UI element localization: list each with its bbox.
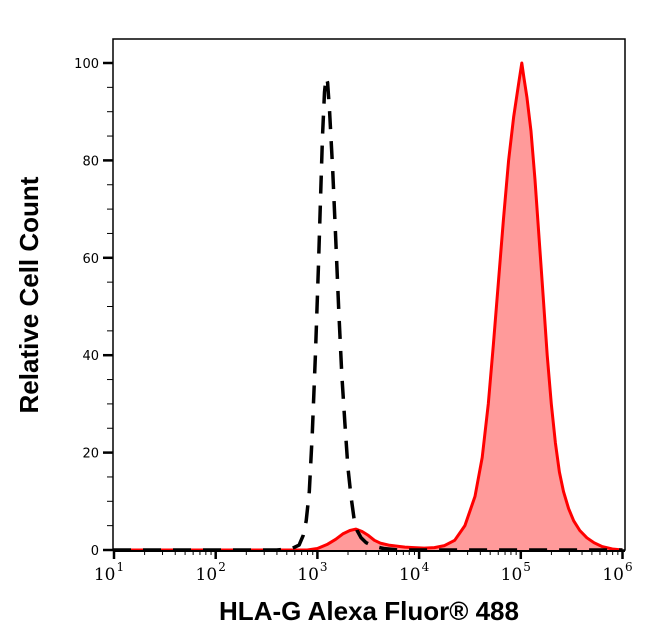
y-tick-label: 20 xyxy=(82,447,99,462)
y-tick-label: 80 xyxy=(82,154,99,169)
y-axis-title: Relative Cell Count xyxy=(14,176,44,413)
x-axis-title: HLA-G Alexa Fluor® 488 xyxy=(219,596,519,626)
series-layer xyxy=(113,61,623,552)
y-tick-label: 40 xyxy=(82,349,99,364)
y-tick-label: 0 xyxy=(91,544,99,559)
x-tick-label: 106 xyxy=(602,560,632,585)
x-tick-label: 104 xyxy=(399,560,430,585)
x-tick-label: 101 xyxy=(94,560,124,585)
series-fill-stained xyxy=(113,63,623,550)
x-tick-label: 103 xyxy=(297,560,327,585)
x-tick-label: 102 xyxy=(196,560,226,585)
y-axis: 0 20 40 60 80 100 xyxy=(74,57,113,559)
y-tick-label: 100 xyxy=(74,57,99,72)
x-tick-label: 105 xyxy=(501,560,531,585)
y-tick-label: 60 xyxy=(82,252,99,267)
series-line-isotype-control xyxy=(113,75,623,552)
x-axis: 101 102 103 104 105 106 xyxy=(94,550,633,585)
series-line-stained xyxy=(113,61,623,552)
